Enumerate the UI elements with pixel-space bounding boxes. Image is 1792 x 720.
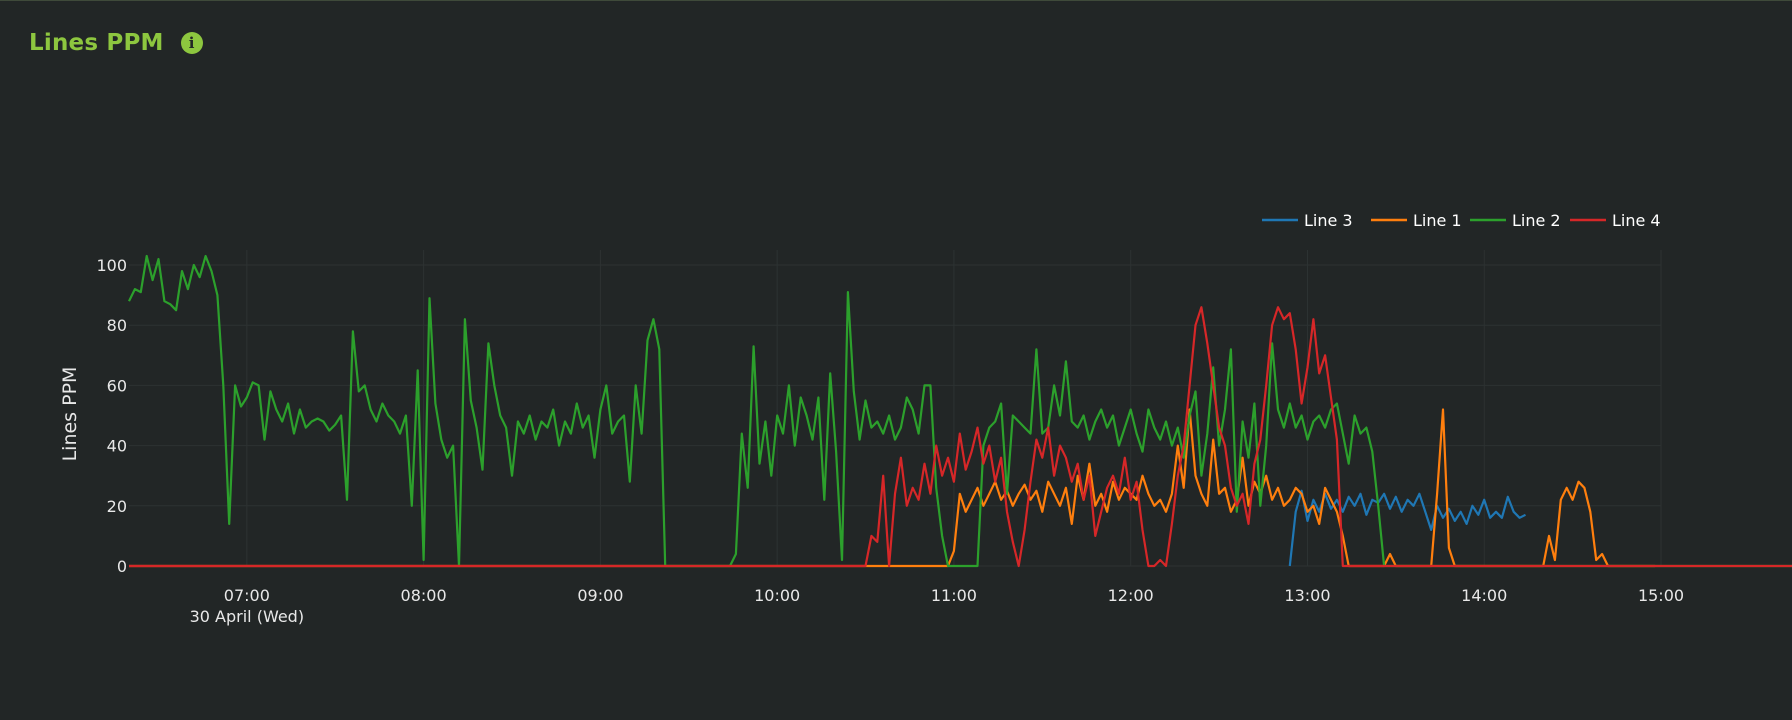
x-tick-label: 11:00 [931, 586, 977, 605]
x-tick-label: 15:00 [1638, 586, 1684, 605]
series-line-line-2 [128, 254, 1792, 568]
series-line-line-3 [1288, 489, 1526, 567]
info-icon[interactable]: i [180, 32, 203, 54]
x-tick-label: 12:00 [1108, 586, 1154, 605]
y-tick-label: 20 [107, 497, 127, 516]
y-tick-label: 80 [107, 316, 127, 335]
x-tick-label: 13:00 [1284, 586, 1330, 605]
y-axis-title: Lines PPM [59, 367, 81, 462]
x-tick-label: 07:00 [224, 586, 270, 605]
x-tick-label: 09:00 [577, 586, 623, 605]
y-tick-label: 40 [107, 437, 127, 456]
top-border [0, 0, 1792, 1]
panel-title: Lines PPM [29, 30, 164, 56]
series-line-line-4 [129, 306, 1792, 568]
y-tick-label: 100 [96, 256, 127, 275]
legend-label-line-4: Line 4 [1612, 211, 1661, 230]
x-date-label: 30 April (Wed) [190, 607, 304, 626]
y-tick-label: 0 [117, 557, 127, 576]
x-tick-label: 14:00 [1461, 586, 1507, 605]
panel-header: Lines PPM i [29, 30, 203, 56]
legend-label-line-3: Line 3 [1304, 211, 1353, 230]
x-tick-label: 08:00 [401, 586, 447, 605]
y-tick-label: 60 [107, 376, 127, 395]
legend-label-line-1: Line 1 [1413, 211, 1462, 230]
x-tick-label: 10:00 [754, 586, 800, 605]
legend-label-line-2: Line 2 [1512, 211, 1561, 230]
